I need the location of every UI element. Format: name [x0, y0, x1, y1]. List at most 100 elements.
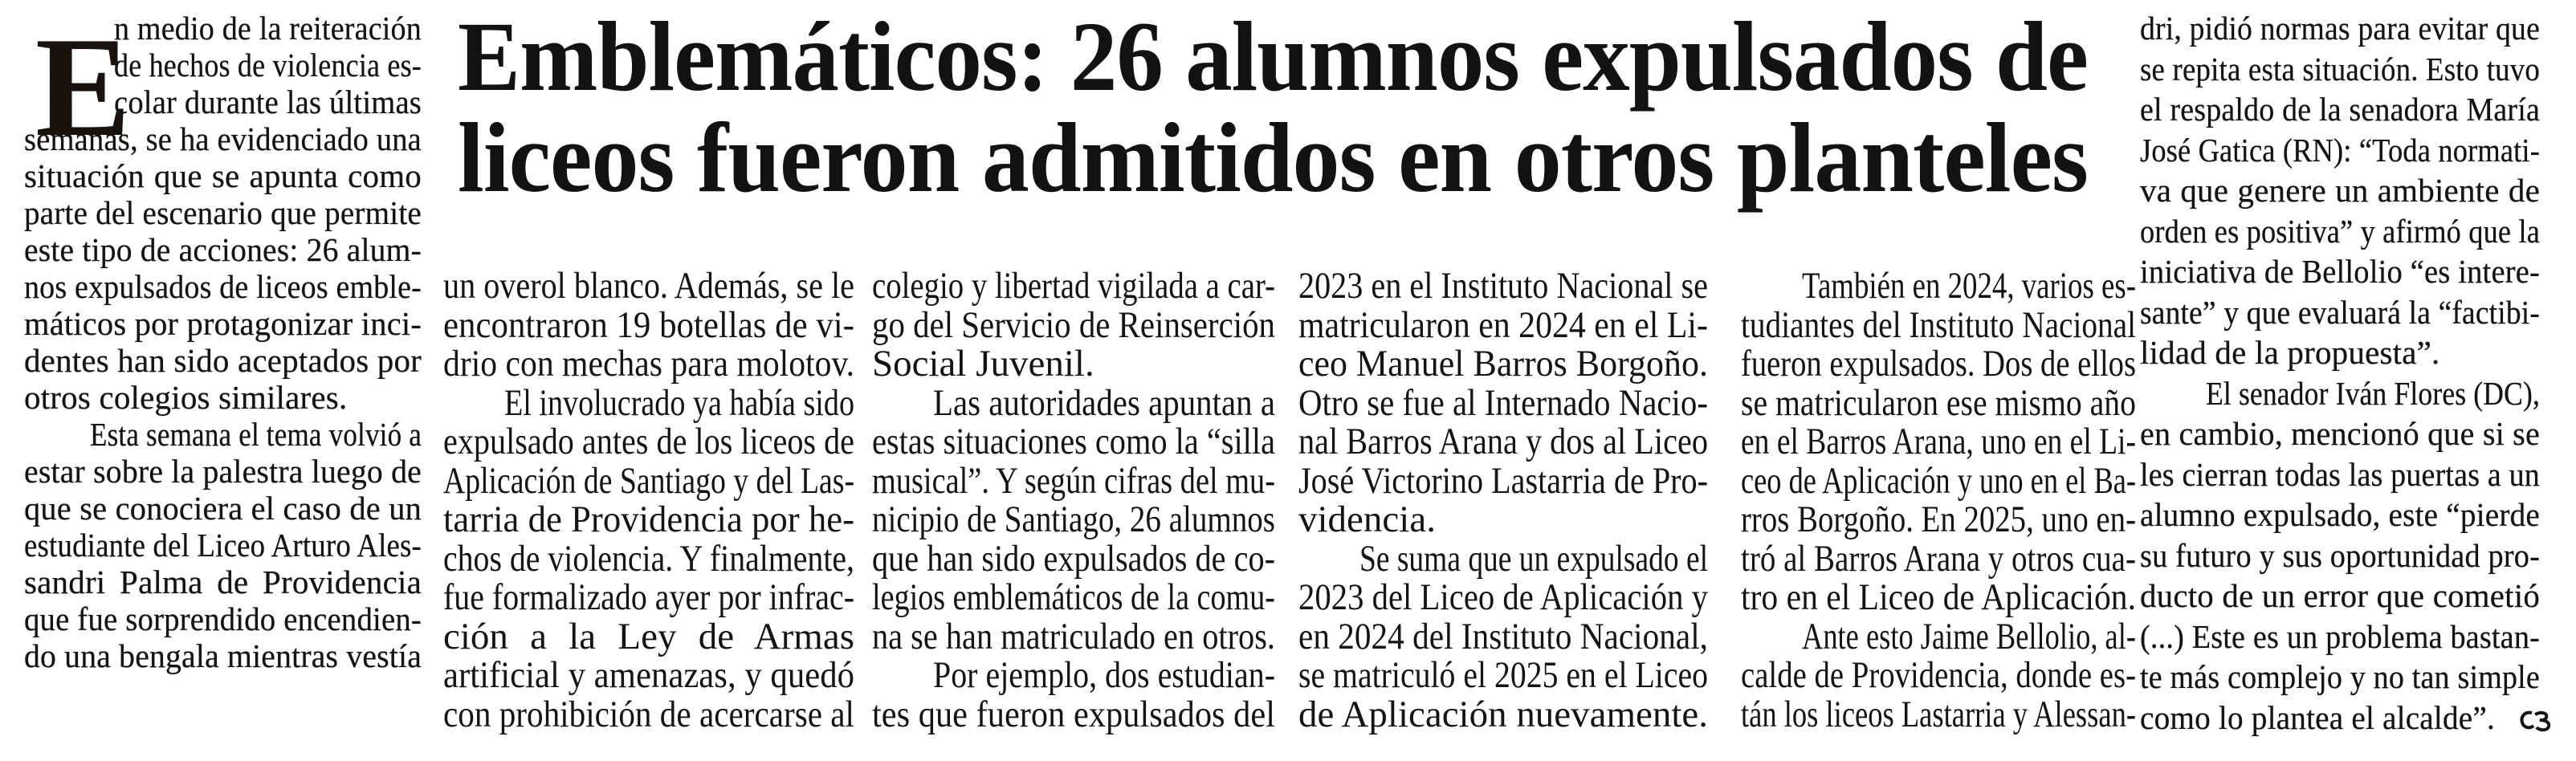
- text-line: que se conociera el caso de un: [24, 490, 422, 527]
- text-line: tes que fueron expulsados del: [872, 693, 1275, 735]
- text-line: tro en el Liceo de Aplicación.: [1741, 578, 2136, 617]
- text-line: lidad de la propuesta”.: [2140, 332, 2540, 373]
- text-line-content: nicipio de Santiago, 26 alumnos: [872, 499, 1275, 540]
- text-line: dentes han sido aceptados por: [24, 342, 422, 379]
- text-line-content: na se han matriculado en otros.: [872, 615, 1275, 657]
- text-line: te más complejo y no tan simple: [2140, 657, 2540, 698]
- text-line-content: drio con mechas para molotov.: [443, 343, 854, 385]
- text-line-content: 2023 en el Instituto Nacional se: [1298, 265, 1708, 307]
- text-line-content: matricularon en 2024 en el Li-: [1298, 303, 1708, 346]
- paragraph: 2023 en el Instituto Nacional se matricul…: [1298, 267, 1708, 539]
- text-line-content: encontraron 19 botellas de vi-: [443, 303, 854, 346]
- paragraph: Esta semana el tema volvió a estar sobre …: [24, 416, 422, 674]
- text-line: Por ejemplo, dos estudian-: [872, 656, 1275, 695]
- text-line: expulsado antes de los liceos de: [443, 422, 854, 462]
- text-line-content: tes que fueron expulsados del: [872, 693, 1275, 735]
- text-line-content: les cierran todas las puertas a un: [2140, 455, 2540, 493]
- text-line: les cierran todas las puertas a un: [2140, 454, 2540, 495]
- text-line: alumno expulsado, este “pierde: [2140, 494, 2540, 535]
- text-line: tán los liceos Lastarria y Alessan-: [1741, 693, 2136, 735]
- article-column-5: También en 2024, varios es-tudiantes del…: [1741, 267, 2136, 734]
- text-line: en 2024 del Instituto Nacional,: [1298, 617, 1708, 657]
- paragraph: Por ejemplo, dos estudian-tes que fueron…: [872, 656, 1275, 734]
- text-line-content: (...) Este es un problema bastan-: [2140, 617, 2540, 655]
- article-column-2: un overol blanco. Además, se le encontrar…: [443, 267, 854, 734]
- text-line-content: tudiantes del Instituto Nacional: [1741, 303, 2136, 346]
- text-line-content: en el Barros Arana, uno en el Li-: [1741, 421, 2136, 462]
- text-line-content: sandri Palma de Providencia: [24, 564, 422, 600]
- text-line-content: ducto de un error que cometió: [2140, 577, 2540, 614]
- text-line: chos de violencia. Y finalmente,: [443, 539, 854, 579]
- text-line-content: en 2024 del Instituto Nacional,: [1298, 615, 1708, 657]
- paragraph: n medio de la reiteración de hechos de vi…: [24, 10, 422, 416]
- text-line: drio con mechas para molotov.: [443, 344, 854, 384]
- text-line-content: dri, pidió normas para evitar que: [2140, 10, 2540, 47]
- text-line-content: se matricularon ese mismo año: [1741, 381, 2136, 424]
- text-line: ceo Manuel Barros Borgoño.: [1298, 344, 1708, 384]
- text-line-content: que se conociera el caso de un: [24, 490, 422, 527]
- text-line: Aplicación de Santiago y del Las-: [443, 459, 854, 502]
- text-line: su futuro y sus oportunidad pro-: [2140, 535, 2540, 576]
- text-line-content: Aplicación de Santiago y del Las-: [443, 459, 854, 502]
- text-line: musical”. Y según cifras del mu-: [872, 461, 1275, 501]
- text-line: orden es positiva” y afirmó que la: [2140, 211, 2540, 252]
- text-line: Social Juvenil.: [872, 344, 1275, 384]
- text-line-content: de hechos de violencia es-: [114, 47, 422, 83]
- text-line-content: Otro se fue al Internado Nacio-: [1298, 381, 1708, 424]
- text-line: fueron expulsados. Dos de ellos: [1741, 344, 2136, 384]
- text-line-content: que han sido expulsados de co-: [872, 537, 1275, 580]
- text-line-content: te más complejo y no tan simple: [2140, 658, 2540, 695]
- paragraph: El involucrado ya había sido expulsado an…: [443, 383, 854, 735]
- text-line: tudiantes del Instituto Nacional: [1741, 303, 2136, 346]
- text-line-content: do una bengala mientras vestía: [24, 637, 422, 674]
- text-line: en cambio, mencionó que si se: [2140, 413, 2540, 454]
- text-line: este tipo de acciones: 26 alum-: [24, 231, 422, 268]
- text-line: 2023 del Liceo de Aplicación y: [1298, 578, 1708, 617]
- text-line-content: otros colegios similares.: [24, 379, 348, 416]
- text-line-content: rros Borgoño. En 2025, uno en-: [1741, 499, 2136, 540]
- text-line-content: chos de violencia. Y finalmente,: [443, 537, 854, 580]
- headline-line-text: liceos fueron admitidos en otros plantel…: [458, 103, 2089, 213]
- paragraph: dri, pidió normas para evitar que se repi…: [2140, 8, 2540, 373]
- text-line: ducto de un error que cometió: [2140, 576, 2540, 617]
- text-line: calde de Providencia, donde es-: [1741, 656, 2136, 695]
- text-line-content: calde de Providencia, donde es-: [1741, 654, 2136, 696]
- text-line-content: dentes han sido aceptados por: [24, 342, 422, 379]
- article-column-6: dri, pidió normas para evitar que se repi…: [2140, 8, 2551, 741]
- text-line: rros Borgoño. En 2025, uno en-: [1741, 500, 2136, 539]
- text-line: con prohibición de acercarse al: [443, 694, 854, 735]
- text-line: nicipio de Santiago, 26 alumnos: [872, 500, 1275, 539]
- text-line-content: colar durante las últimas: [114, 83, 422, 120]
- text-line: n medio de la reiteración: [24, 10, 422, 47]
- text-line-content: su futuro y sus oportunidad pro-: [2140, 536, 2540, 574]
- text-line-content: el respaldo de la senadora María: [2140, 91, 2540, 128]
- text-line-content: va que genere un ambiente de: [2140, 172, 2540, 209]
- text-line-content: tán los liceos Lastarria y Alessan-: [1741, 693, 2136, 735]
- text-line-content: fue formalizado ayer por infrac-: [443, 576, 854, 618]
- text-line-content: Por ejemplo, dos estudian-: [933, 654, 1275, 696]
- text-line-content: 2023 del Liceo de Aplicación y: [1298, 576, 1708, 618]
- text-line: nos expulsados de liceos emble-: [24, 268, 422, 305]
- text-line-content: estas situaciones como la “silla: [872, 421, 1275, 462]
- text-line: que fue sorprendido encendien-: [24, 600, 422, 637]
- text-line-content: José Victorino Lastarria de Pro-: [1298, 459, 1708, 502]
- text-line-content: ción a la Ley de Armas: [443, 615, 854, 657]
- text-line: tarria de Providencia por he-: [443, 500, 854, 539]
- text-line-content: alumno expulsado, este “pierde: [2140, 496, 2540, 533]
- text-line-content: artificial y amenazas, y quedó: [443, 654, 854, 696]
- text-line: colegio y libertad vigilada a car-: [872, 267, 1275, 306]
- text-line: de Aplicación nuevamente.: [1298, 694, 1708, 735]
- text-line-content: fueron expulsados. Dos de ellos: [1741, 343, 2136, 385]
- text-line-content: se repita esta situación. Esto tuvo: [2140, 50, 2540, 87]
- text-line-content: Se suma que un expulsado el: [1359, 537, 1708, 580]
- text-line: sante” y que evaluará la “factibi-: [2140, 292, 2540, 333]
- text-line: Otro se fue al Internado Nacio-: [1298, 381, 1708, 424]
- text-line: de hechos de violencia es-: [24, 47, 422, 83]
- text-line: sandri Palma de Providencia: [24, 564, 422, 600]
- text-line-content: José Gatica (RN): “Toda normati-: [2140, 131, 2540, 169]
- text-line: otros colegios similares.: [24, 379, 422, 416]
- text-line: 2023 en el Instituto Nacional se: [1298, 267, 1708, 306]
- text-line: se repita esta situación. Esto tuvo: [2140, 49, 2540, 90]
- text-line-content: colegio y libertad vigilada a car-: [872, 265, 1275, 307]
- text-line: El involucrado ya había sido: [443, 383, 854, 423]
